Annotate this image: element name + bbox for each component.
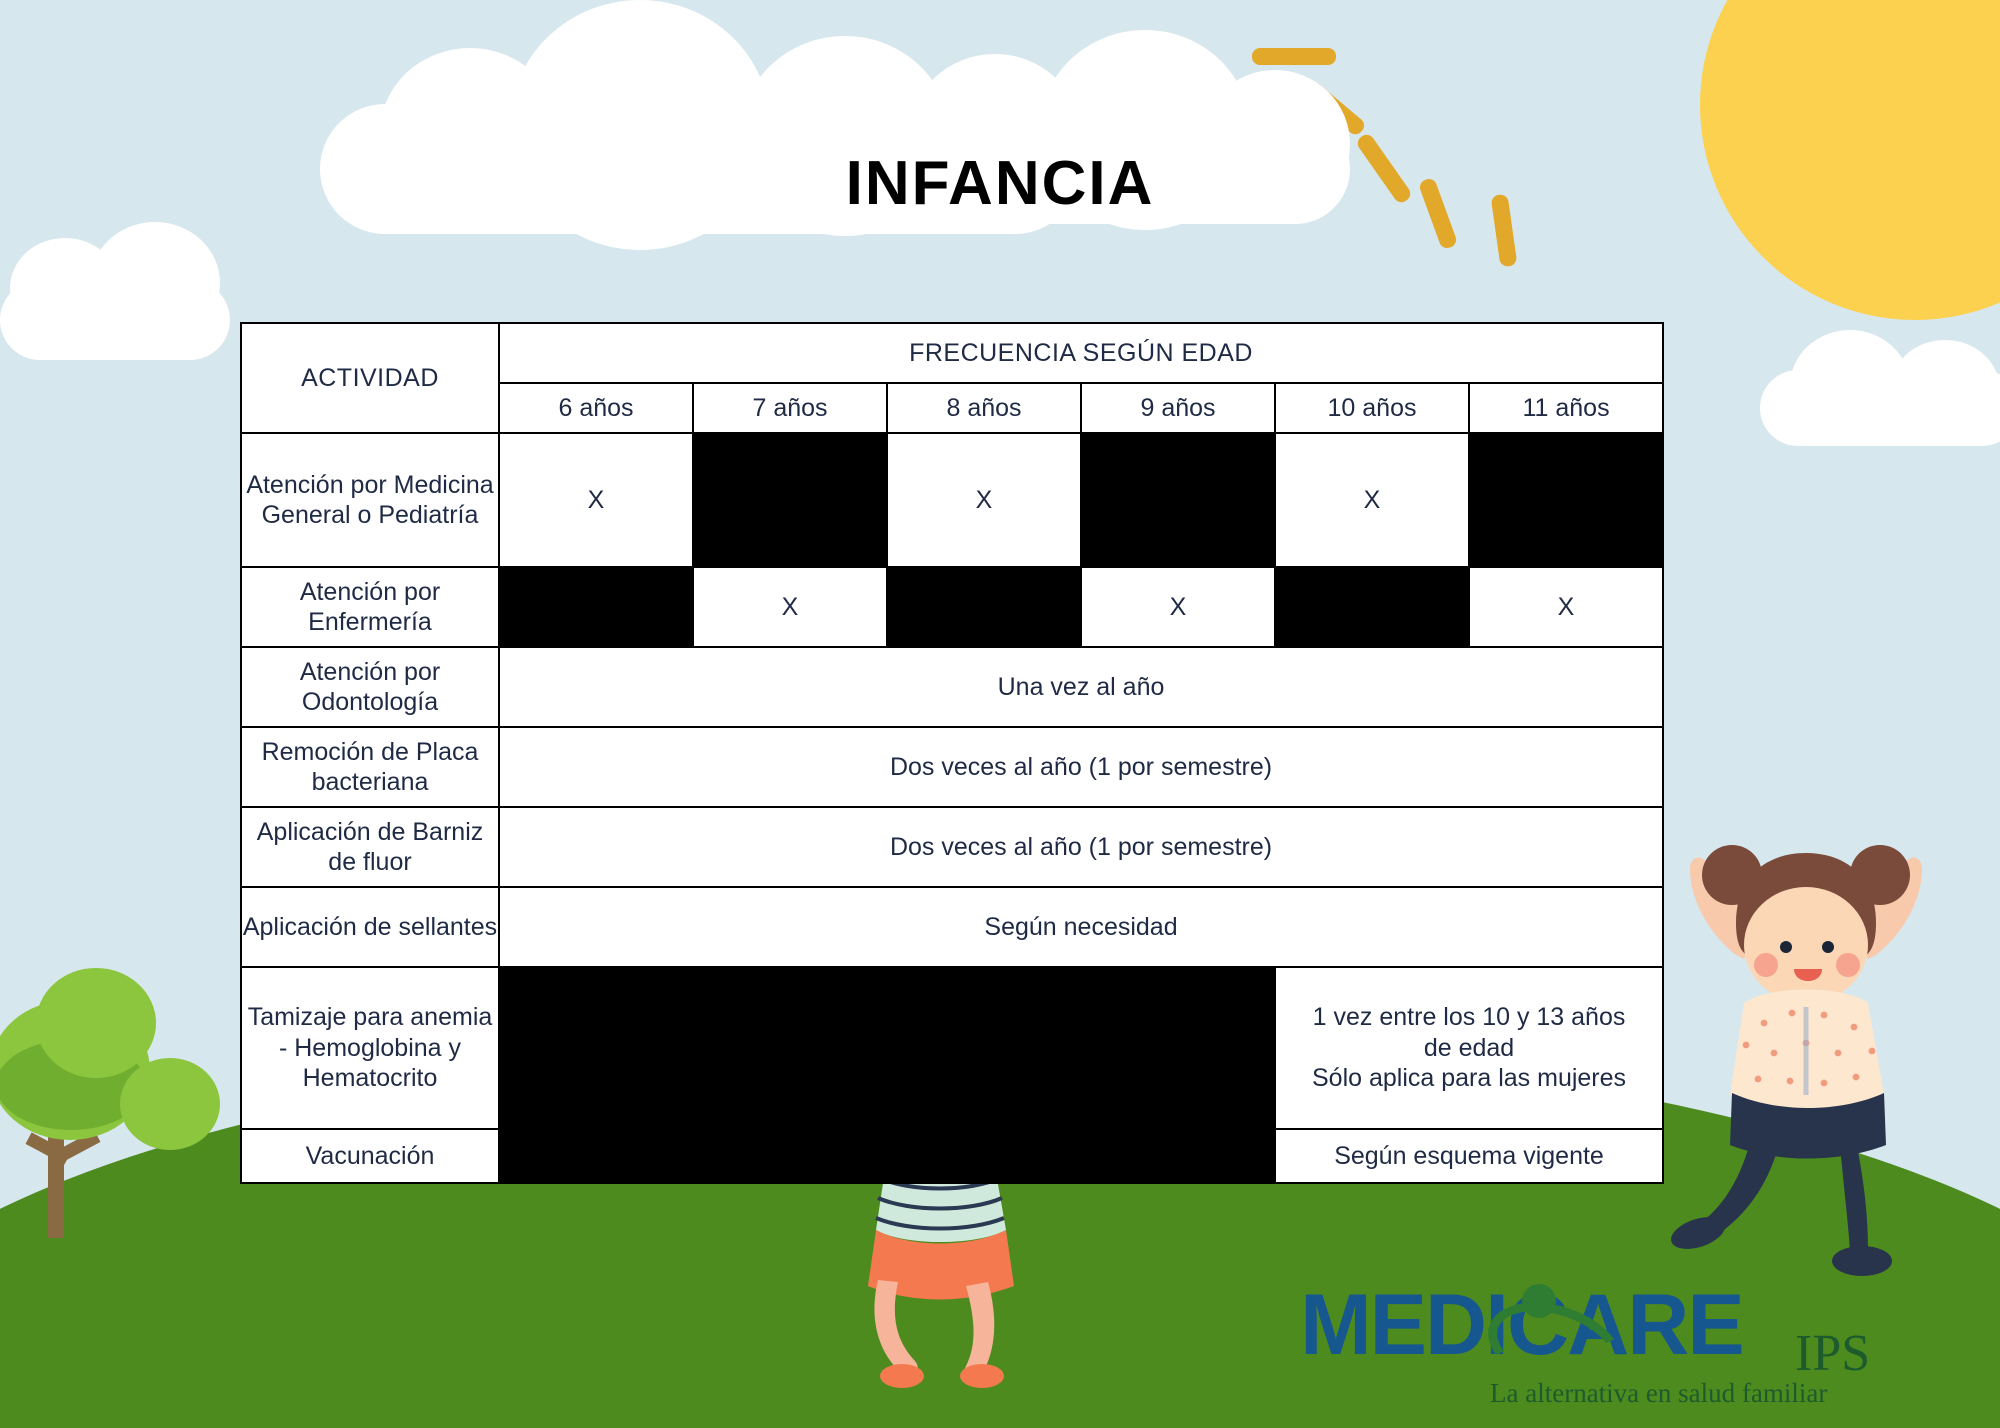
cell-medicina-8: X bbox=[886, 432, 1082, 568]
header-age-6: 6 años bbox=[498, 382, 694, 434]
medicare-logo: MEDICARE IPS La alternativa en salud fam… bbox=[1300, 1278, 1920, 1408]
tamizaje-line-3: Sólo aplica para las mujeres bbox=[1311, 1064, 1627, 1093]
row-label-vacunacion: Vacunación bbox=[240, 1128, 500, 1184]
cell-barniz-frequency: Dos veces al año (1 por semestre) bbox=[497, 806, 1665, 888]
cell-enfermeria-11: X bbox=[1467, 566, 1665, 648]
cell-medicina-11 bbox=[1467, 432, 1665, 568]
table-row: Vacunación Según esquema vigente bbox=[240, 1128, 1665, 1184]
row-label-tamizaje-anemia: Tamizaje para anemia - Hemoglobina y Hem… bbox=[240, 966, 500, 1130]
table-row: Aplicación de sellantes Según necesidad bbox=[240, 886, 1665, 968]
header-age-10: 10 años bbox=[1274, 382, 1470, 434]
table-row: Atención por Odontología Una vez al año bbox=[240, 646, 1665, 728]
table-row: Aplicación de Barniz de fluor Dos veces … bbox=[240, 806, 1665, 888]
cell-odontologia-frequency: Una vez al año bbox=[497, 646, 1665, 728]
table-header-row-group: ACTIVIDAD FRECUENCIA SEGÚN EDAD bbox=[240, 322, 1665, 434]
row-label-barniz-fluor: Aplicación de Barniz de fluor bbox=[240, 806, 500, 888]
table-header-row-ages: 6 años 7 años 8 años 9 años 10 años 11 a… bbox=[241, 382, 1665, 434]
table-row: Remoción de Placa bacteriana Dos veces a… bbox=[240, 726, 1665, 808]
cell-medicina-6: X bbox=[498, 432, 694, 568]
logo-tagline: La alternativa en salud familiar bbox=[1490, 1378, 1828, 1408]
logo-suffix-text: IPS bbox=[1795, 1325, 1871, 1382]
cell-enfermeria-8 bbox=[886, 566, 1082, 648]
cell-enfermeria-7: X bbox=[692, 566, 888, 648]
header-age-7: 7 años bbox=[692, 382, 888, 434]
row-label-sellantes: Aplicación de sellantes bbox=[240, 886, 500, 968]
cell-enfermeria-10 bbox=[1274, 566, 1470, 648]
header-actividad: ACTIVIDAD bbox=[240, 322, 500, 434]
row-label-odontologia: Atención por Odontología bbox=[240, 646, 500, 728]
table-row: Atención por Enfermería X X X bbox=[240, 566, 1665, 648]
cell-vacunacion-frequency: Según esquema vigente bbox=[1273, 1128, 1665, 1184]
cell-enfermeria-9: X bbox=[1080, 566, 1276, 648]
cell-tamizaje-black bbox=[498, 966, 1276, 1130]
cell-medicina-9 bbox=[1080, 432, 1276, 568]
tamizaje-line-2: de edad bbox=[1423, 1033, 1515, 1062]
page-title: INFANCIA bbox=[845, 149, 1155, 218]
cell-placa-frequency: Dos veces al año (1 por semestre) bbox=[497, 726, 1665, 808]
header-age-8: 8 años bbox=[886, 382, 1082, 434]
row-label-medicina-general: Atención por Medicina General o Pediatrí… bbox=[240, 432, 500, 568]
cell-medicina-7 bbox=[692, 432, 888, 568]
table-row: Tamizaje para anemia - Hemoglobina y Hem… bbox=[240, 966, 1665, 1130]
row-label-placa-bacteriana: Remoción de Placa bacteriana bbox=[240, 726, 500, 808]
cell-vacunacion-black bbox=[498, 1128, 1276, 1184]
header-age-11: 11 años bbox=[1467, 382, 1665, 434]
header-frecuencia: FRECUENCIA SEGÚN EDAD bbox=[497, 322, 1665, 384]
cell-medicina-10: X bbox=[1274, 432, 1470, 568]
schedule-table-container: ACTIVIDAD FRECUENCIA SEGÚN EDAD 6 años 7… bbox=[240, 322, 1665, 1184]
header-age-9: 9 años bbox=[1080, 382, 1276, 434]
row-label-enfermeria: Atención por Enfermería bbox=[240, 566, 500, 648]
schedule-table: ACTIVIDAD FRECUENCIA SEGÚN EDAD 6 años 7… bbox=[240, 322, 1665, 1184]
table-row: Atención por Medicina General o Pediatrí… bbox=[240, 432, 1665, 568]
cell-sellantes-frequency: Según necesidad bbox=[497, 886, 1665, 968]
cell-tamizaje-frequency: 1 vez entre los 10 y 13 años de edad Sól… bbox=[1273, 966, 1665, 1130]
logo-person-dot-icon bbox=[1522, 1284, 1556, 1318]
kid-girl-illustration bbox=[1671, 845, 1922, 1276]
tamizaje-line-1: 1 vez entre los 10 y 13 años bbox=[1312, 1003, 1626, 1032]
cell-enfermeria-6 bbox=[498, 566, 694, 648]
